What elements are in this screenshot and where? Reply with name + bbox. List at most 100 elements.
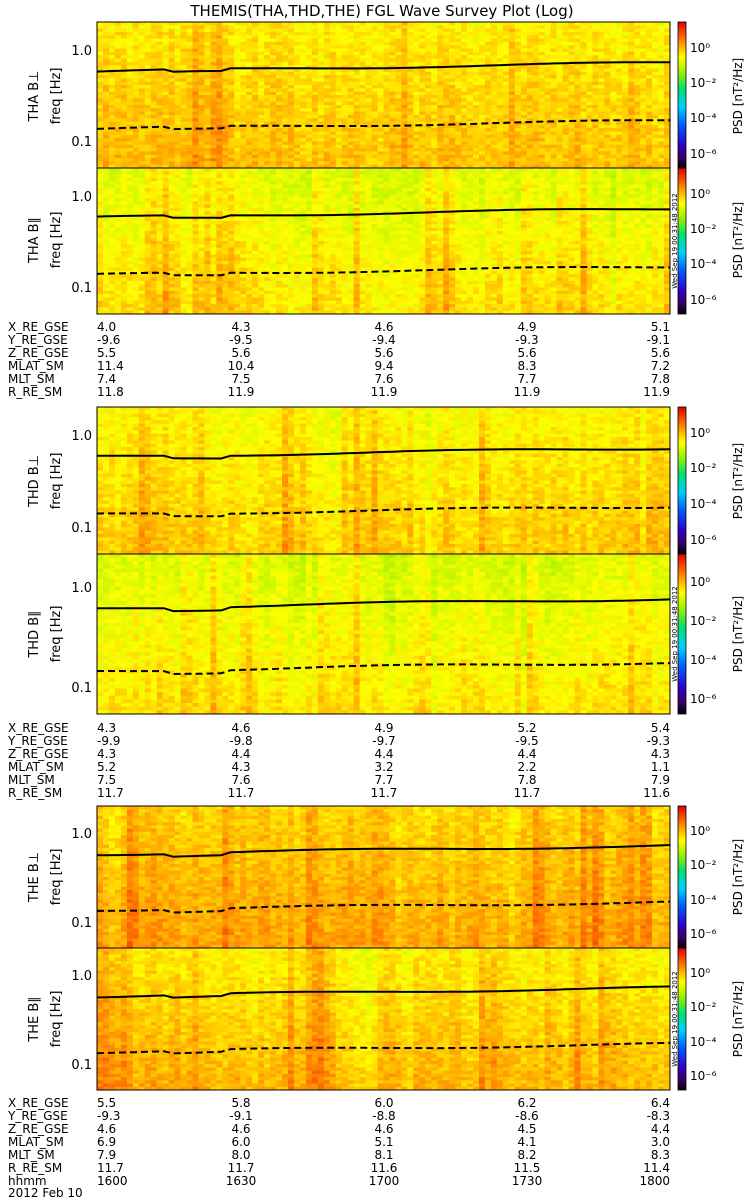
spectrogram-cell (508, 104, 516, 109)
spectrogram-cell (341, 98, 349, 103)
spectrogram-cell (174, 177, 181, 182)
spectrogram-cell (574, 114, 581, 119)
spectrogram-cell (592, 177, 599, 182)
spectrogram-cell (317, 22, 325, 26)
spectrogram-cell (502, 108, 510, 112)
spectrogram-cell (264, 58, 271, 63)
spectrogram-cell (252, 191, 259, 195)
spectrogram-cell (395, 158, 402, 162)
spectrogram-cell (628, 55, 635, 59)
spectrogram-cell (449, 45, 456, 49)
spectrogram-cell (144, 141, 152, 146)
spectrogram-cell (610, 128, 617, 132)
spectrogram-cell (180, 121, 187, 126)
spectrogram-cell (550, 45, 557, 49)
spectrogram-cell (592, 51, 599, 56)
spectrogram-cell (616, 51, 623, 56)
spectrogram-cell (150, 141, 158, 146)
spectrogram-cell (413, 55, 420, 59)
spectrogram-cell (490, 31, 498, 36)
spectrogram-cell (479, 75, 486, 79)
spectrogram-cell (228, 161, 235, 166)
spectrogram-cell (646, 177, 653, 182)
spectrogram-cell (395, 187, 402, 192)
spectrogram-cell (150, 35, 158, 39)
spectrogram-cell (282, 151, 289, 156)
spectrogram-cell (604, 88, 611, 93)
spectrogram-cell (120, 171, 128, 176)
spectrogram-cell (270, 154, 277, 159)
spectrogram-cell (568, 144, 575, 149)
spectrogram-cell (323, 91, 331, 96)
spectrogram-cell (598, 121, 605, 126)
spectrogram-cell (162, 58, 170, 63)
spectrogram-cell (168, 151, 175, 156)
spectrogram-cell (108, 58, 116, 63)
spectrogram-cell (359, 25, 366, 30)
spectrogram-cell (252, 114, 259, 119)
spectrogram-cell (473, 78, 480, 83)
spectrogram-cell (120, 104, 128, 109)
spectrogram-cell (598, 138, 605, 142)
spectrogram-cell (258, 101, 265, 106)
spectrogram-cell (383, 177, 390, 182)
spectrogram-cell (616, 151, 623, 156)
spectrogram-cell (520, 161, 528, 166)
spectrogram-cell (97, 114, 104, 119)
spectrogram-cell (210, 41, 217, 46)
spectrogram-cell (234, 104, 241, 109)
spectrogram-cell (335, 41, 343, 46)
spectrogram-cell (532, 118, 540, 122)
spectrogram-cell (431, 177, 438, 182)
spectrogram-cell (228, 168, 235, 172)
spectrogram-cell (598, 184, 605, 189)
spectrogram-cell (198, 148, 205, 152)
spectrogram-cell (365, 104, 372, 109)
spectrogram-cell (538, 91, 546, 96)
spectrogram-cell (562, 98, 569, 103)
spectrogram-cell (628, 161, 635, 166)
spectrogram-cell (120, 98, 128, 103)
spectrogram-cell (622, 31, 629, 36)
spectrogram-cell (329, 174, 337, 179)
spectrogram-cell (335, 134, 343, 139)
spectrogram-cell (126, 164, 134, 169)
spectrogram-cell (455, 174, 462, 179)
spectrogram-cell (174, 98, 181, 103)
spectrogram-cell (108, 131, 116, 136)
spectrogram-cell (353, 111, 361, 116)
spectrogram-cell (425, 174, 432, 179)
spectrogram-cell (419, 141, 426, 146)
spectrogram-cell (634, 158, 641, 162)
spectrogram-cell (520, 101, 528, 106)
spectrogram-cell (347, 31, 355, 36)
spectrogram-cell (604, 161, 611, 166)
spectrogram-cell (114, 55, 122, 59)
spectrogram-cell (198, 104, 205, 109)
spectrogram-cell (288, 95, 295, 99)
spectrogram-cell (144, 108, 152, 112)
spectrogram-cell (473, 134, 480, 139)
spectrogram-cell (192, 134, 199, 139)
spectrogram-cell (132, 41, 140, 46)
spectrogram-cell (377, 48, 384, 53)
spectrogram-cell (473, 124, 480, 129)
spectrogram-cell (502, 148, 510, 152)
spectrogram-cell (359, 134, 366, 139)
spectrogram-cell (544, 98, 552, 103)
spectrogram-cell (479, 151, 486, 156)
spectrogram-cell (102, 78, 110, 83)
spectrogram-cell (317, 78, 325, 83)
spectrogram-cell (658, 71, 665, 76)
spectrogram-cell (150, 38, 158, 43)
spectrogram-cell (538, 88, 546, 93)
spectrogram-cell (371, 161, 378, 166)
spectrogram-panel-tha-par: THA B∥ freq [Hz] 1.0 0.1 10⁰ 10⁻² 10⁻⁴ 1… (27, 167, 745, 315)
spectrogram-cell (455, 95, 462, 99)
spectrogram-cell (640, 134, 647, 139)
spectrogram-cell (562, 78, 569, 83)
spectrogram-cell (419, 51, 426, 56)
spectrogram-cell (276, 184, 283, 189)
spectrogram-cell (258, 31, 265, 36)
spectrogram-cell (371, 51, 378, 56)
